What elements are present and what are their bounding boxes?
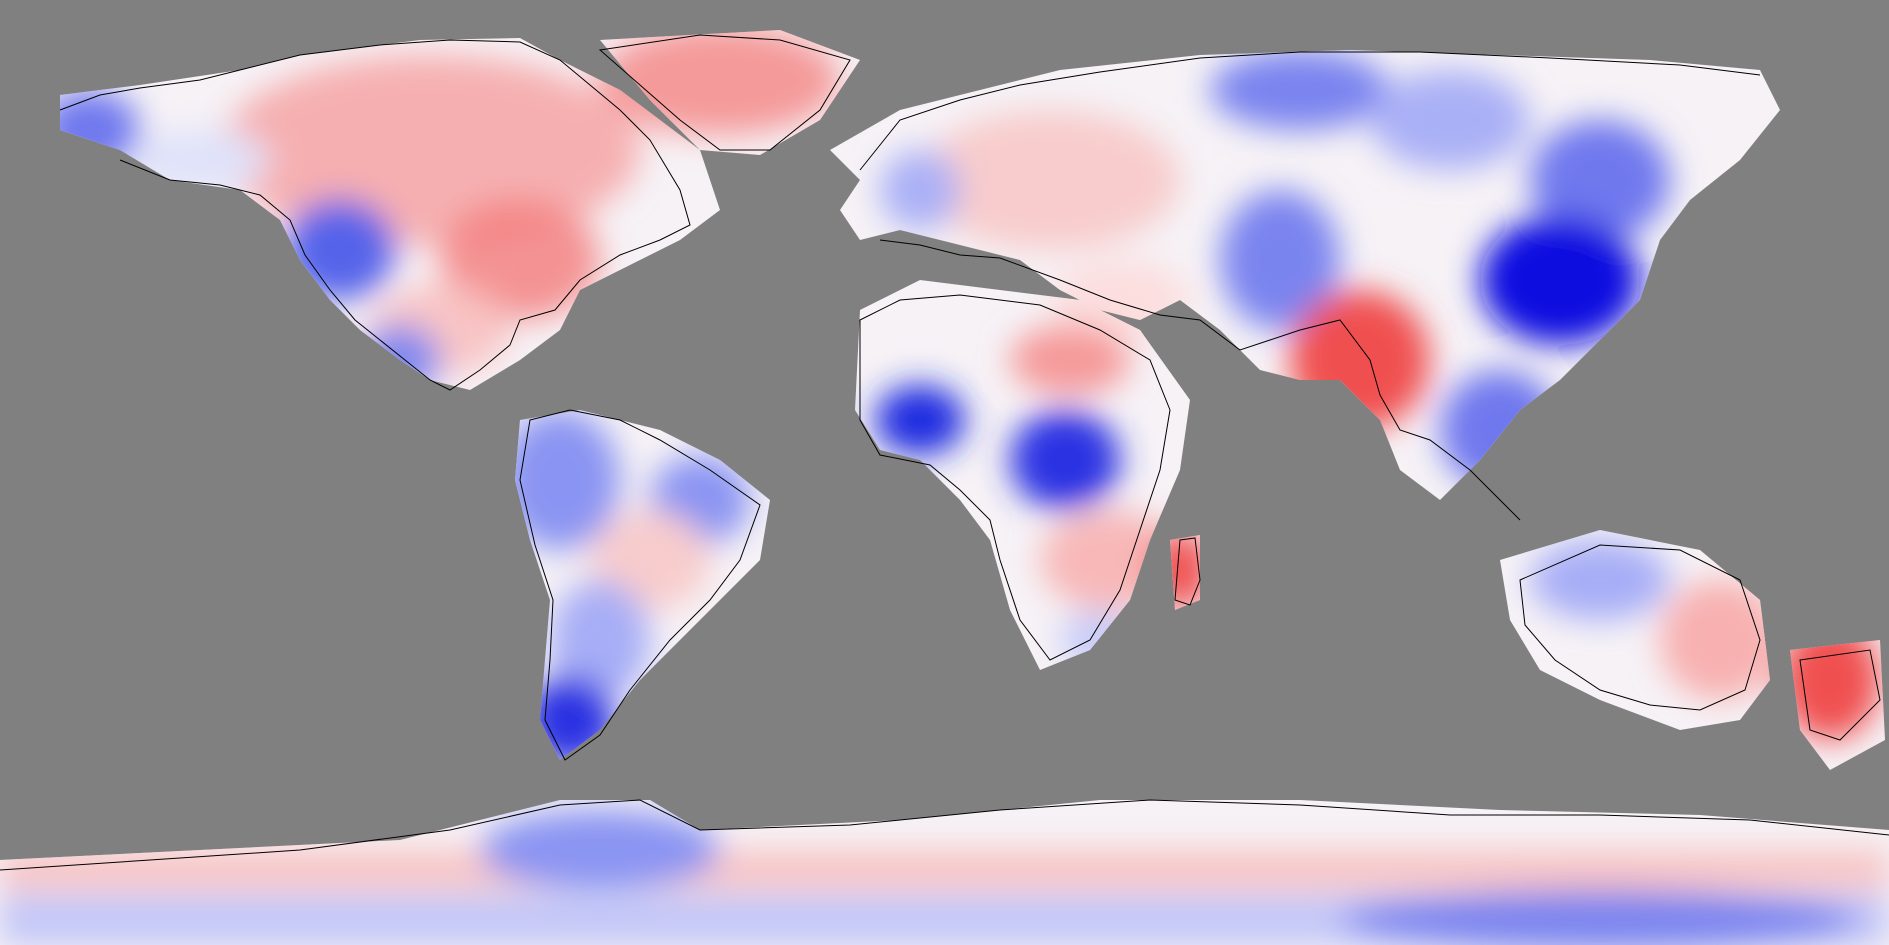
coastline-layer <box>0 34 1889 871</box>
